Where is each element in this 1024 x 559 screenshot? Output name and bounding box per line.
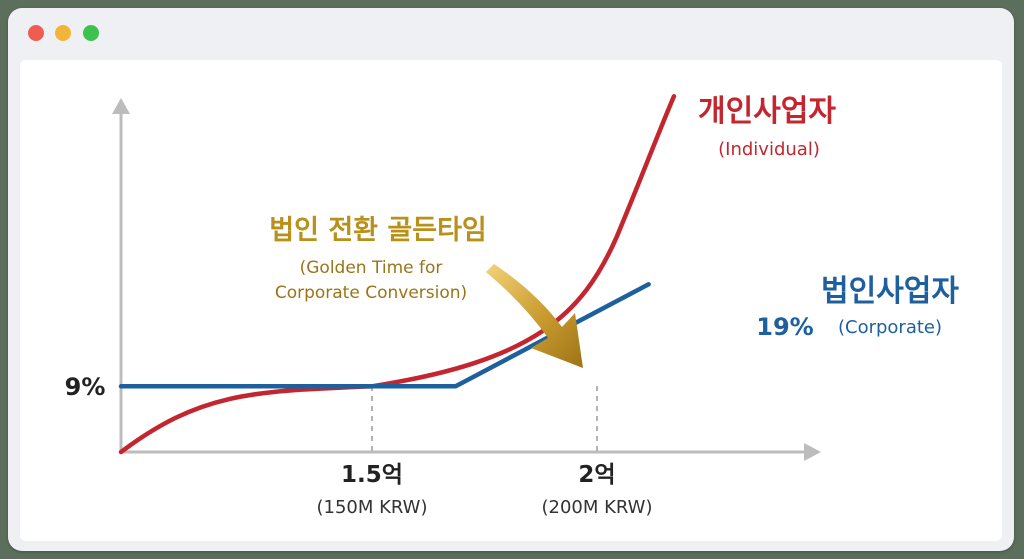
series-end-value-corporate: 19% <box>756 313 813 341</box>
annotation-subtitle-line2: Corporate Conversion) <box>275 283 467 303</box>
title-bar <box>8 8 1014 56</box>
x-axis-arrow <box>804 443 821 461</box>
series-sublabel-corporate: (Corporate) <box>838 317 942 338</box>
annotation-title: 법인 전환 골든타임 <box>269 215 487 246</box>
y-axis-arrow <box>112 98 130 114</box>
annotation-subtitle-line1: (Golden Time for <box>300 258 443 278</box>
chart-panel <box>20 60 1002 541</box>
maximize-window-button[interactable] <box>83 25 99 41</box>
x-tick-sublabel-2: (200M KRW) <box>541 497 652 518</box>
series-label-corporate: 법인사업자 <box>821 274 959 309</box>
minimize-window-button[interactable] <box>55 25 71 41</box>
series-sublabel-individual: (Individual) <box>718 139 820 160</box>
browser-window <box>8 8 1014 551</box>
series-label-individual: 개인사업자 <box>698 94 836 129</box>
golden-time-arrow <box>486 264 583 368</box>
series-line-individual <box>118 94 677 455</box>
x-tick-sublabel-1-5: (150M KRW) <box>316 497 427 518</box>
x-tick-label-1-5: 1.5억 <box>341 462 403 488</box>
close-window-button[interactable] <box>28 25 44 41</box>
y-tick-label: 9% <box>65 373 106 401</box>
x-tick-label-2: 2억 <box>578 462 615 488</box>
